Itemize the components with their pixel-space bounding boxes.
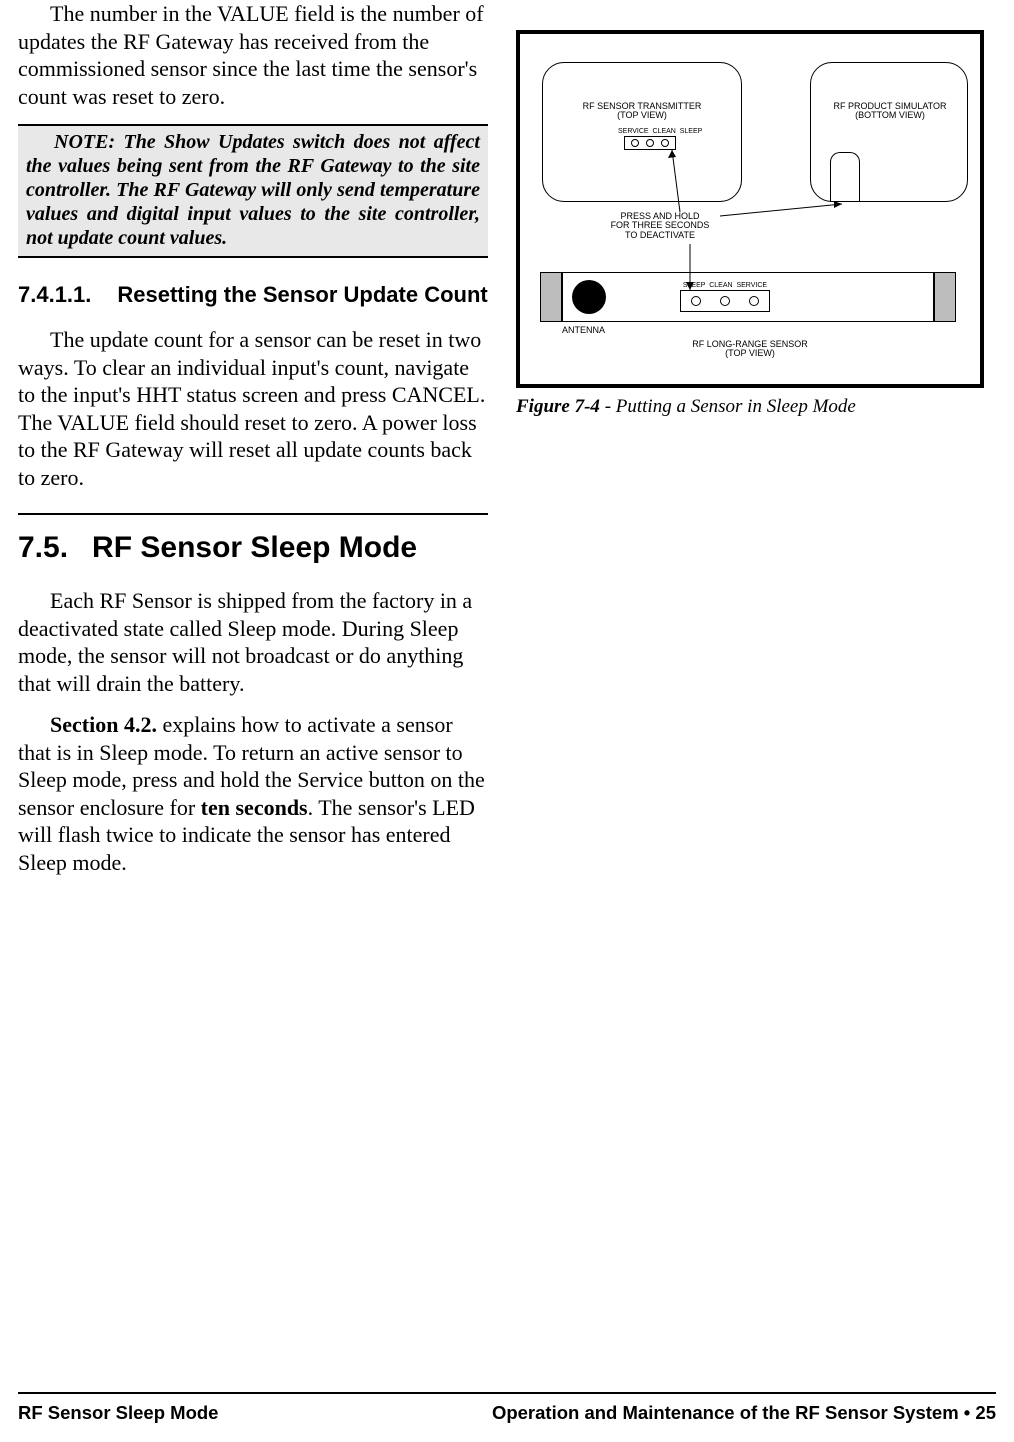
intro-paragraph: The number in the VALUE field is the num… — [18, 0, 488, 110]
ten-seconds: ten seconds — [201, 795, 308, 820]
figure-title: - Putting a Sensor in Sleep Mode — [600, 396, 856, 417]
figure-caption: Figure 7-4 - Putting a Sensor in Sleep M… — [516, 396, 994, 418]
figure-number: Figure 7-4 — [516, 396, 600, 417]
footer-divider — [18, 1392, 996, 1394]
section-ref: Section 4.2. — [50, 712, 157, 737]
heading-7-4-1-1: 7.4.1.1. Resetting the Sensor Update Cou… — [18, 282, 488, 308]
heading-number: 7.4.1.1. — [18, 282, 91, 308]
footer-left: RF Sensor Sleep Mode — [18, 1402, 218, 1424]
page-footer: RF Sensor Sleep Mode Operation and Maint… — [0, 1392, 1014, 1424]
callout-lines — [520, 34, 984, 388]
note-box: NOTE: The Show Updates switch does not a… — [18, 124, 488, 258]
heading-title: Resetting the Sensor Update Count — [117, 282, 488, 308]
footer-right: Operation and Maintenance of the RF Sens… — [492, 1402, 996, 1424]
para-75b: Section 4.2. explains how to activate a … — [18, 711, 488, 876]
para-75a: Each RF Sensor is shipped from the facto… — [18, 587, 488, 697]
heading-title: RF Sensor Sleep Mode — [92, 531, 488, 565]
section-divider — [18, 513, 488, 515]
figure-frame: RF SENSOR TRANSMITTER (TOP VIEW) SERVICE… — [516, 30, 984, 388]
heading-number: 7.5. — [18, 531, 68, 565]
heading-7-5: 7.5. RF Sensor Sleep Mode — [18, 531, 488, 565]
figure-7-4: RF SENSOR TRANSMITTER (TOP VIEW) SERVICE… — [516, 30, 994, 418]
para-7411: The update count for a sensor can be res… — [18, 326, 488, 491]
